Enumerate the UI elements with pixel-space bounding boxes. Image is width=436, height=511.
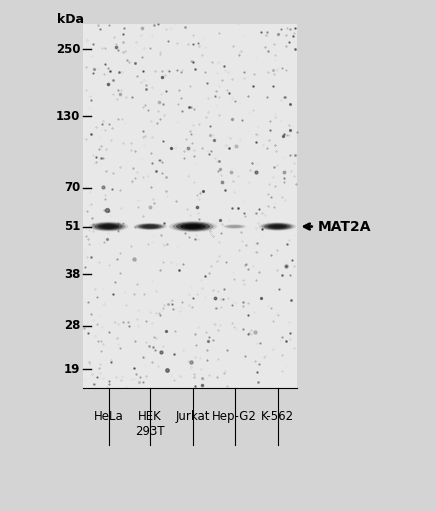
Text: Hep-G2: Hep-G2	[212, 410, 257, 423]
Text: 250: 250	[56, 43, 80, 56]
Bar	[83, 24, 297, 388]
Ellipse shape	[222, 224, 247, 229]
Ellipse shape	[141, 224, 159, 228]
Ellipse shape	[230, 226, 239, 227]
Ellipse shape	[144, 225, 156, 228]
Ellipse shape	[92, 222, 126, 231]
Text: Jurkat: Jurkat	[176, 410, 210, 423]
Ellipse shape	[226, 225, 243, 228]
Ellipse shape	[89, 222, 128, 231]
Text: 19: 19	[64, 362, 80, 376]
Ellipse shape	[102, 225, 116, 228]
Text: HeLa: HeLa	[94, 410, 123, 423]
Ellipse shape	[271, 225, 284, 228]
Text: MAT2A: MAT2A	[317, 220, 371, 234]
Ellipse shape	[169, 221, 217, 232]
Text: 38: 38	[64, 268, 80, 281]
Text: kDa: kDa	[57, 13, 84, 26]
Ellipse shape	[98, 224, 119, 229]
Ellipse shape	[184, 224, 201, 228]
Ellipse shape	[95, 223, 123, 230]
Text: 70: 70	[64, 181, 80, 194]
Ellipse shape	[264, 223, 291, 229]
Text: 130: 130	[56, 110, 80, 123]
Ellipse shape	[173, 222, 214, 231]
Ellipse shape	[259, 222, 296, 231]
Ellipse shape	[133, 223, 167, 230]
Ellipse shape	[180, 223, 206, 229]
Ellipse shape	[224, 224, 245, 228]
Ellipse shape	[176, 222, 210, 230]
Text: K-562: K-562	[261, 410, 294, 423]
Ellipse shape	[138, 224, 162, 229]
Text: 51: 51	[64, 220, 80, 233]
Ellipse shape	[228, 225, 241, 228]
Text: 28: 28	[64, 319, 80, 332]
Ellipse shape	[136, 223, 164, 229]
Text: HEK
293T: HEK 293T	[135, 410, 165, 438]
Ellipse shape	[268, 224, 288, 229]
Ellipse shape	[262, 223, 293, 230]
